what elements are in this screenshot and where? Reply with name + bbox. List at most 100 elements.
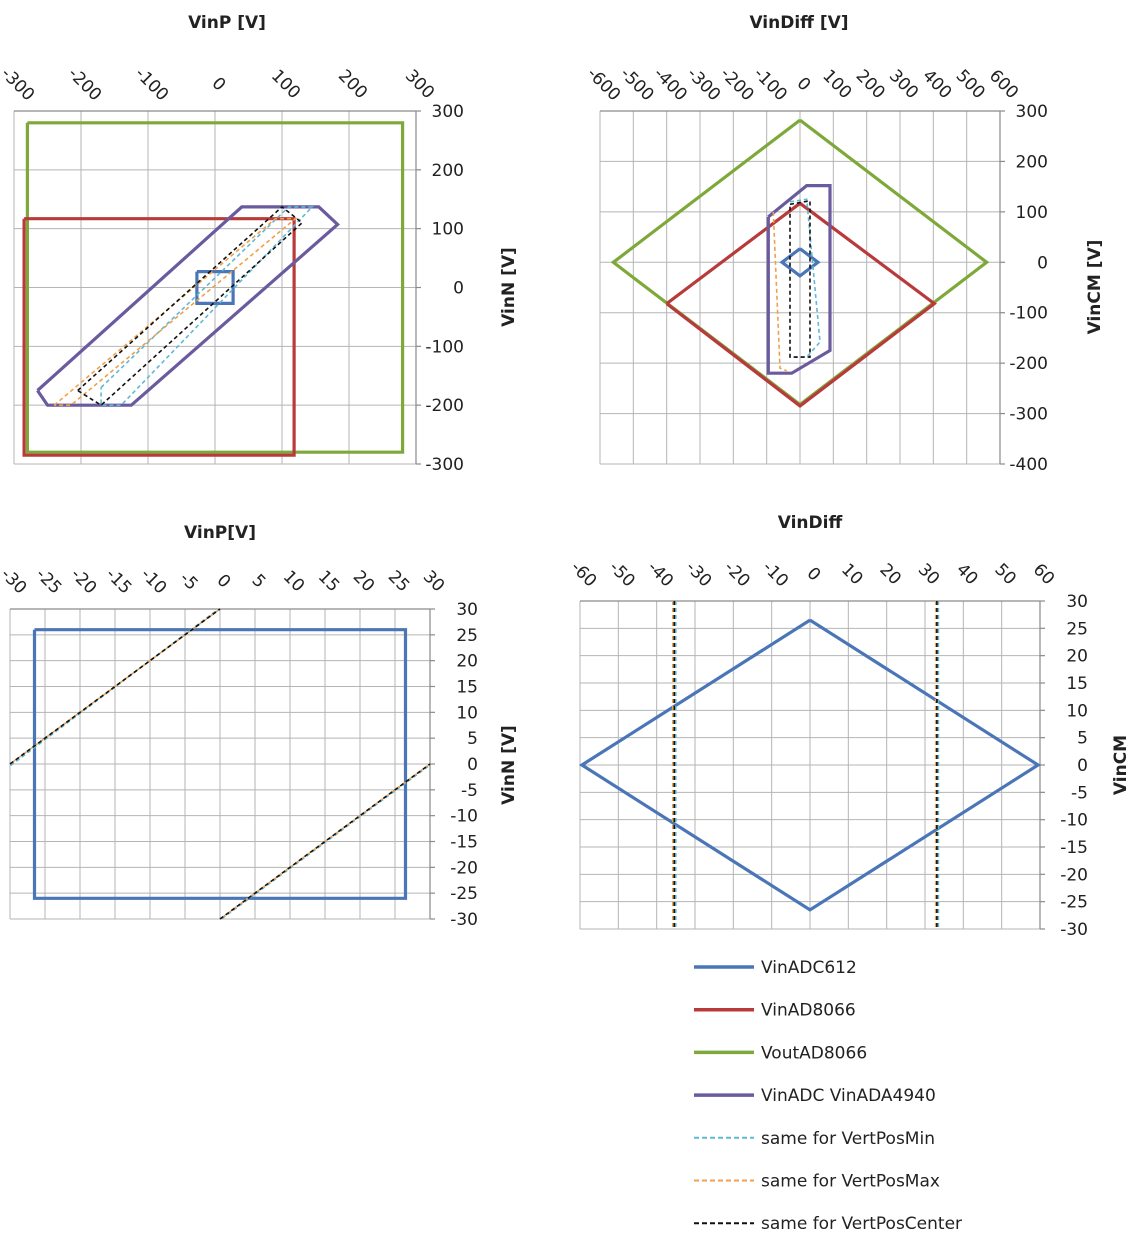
chart-title: VinDiff	[778, 513, 843, 533]
x-tick-label: -30	[682, 558, 716, 592]
chart-title: VinDiff [V]	[749, 13, 848, 33]
legend-label: VoutAD8066	[761, 1043, 867, 1063]
y-tick-label: 20	[1066, 647, 1088, 667]
x-tick-label: 25	[384, 567, 413, 596]
x-tick-label: 600	[985, 66, 1022, 103]
y-tick-label: 10	[456, 703, 478, 723]
x-tick-label: -20	[67, 565, 101, 599]
x-tick-label: 20	[875, 560, 904, 589]
y-tick-label: 0	[453, 279, 464, 299]
x-tick-label: 100	[818, 66, 855, 103]
x-tick-label: 20	[349, 567, 378, 596]
series-vinadc-vinada4940	[36, 205, 340, 407]
x-tick-label: 200	[334, 66, 371, 103]
x-tick-label: 100	[267, 66, 304, 103]
series-vertposcenter	[219, 763, 431, 920]
x-tick-label: 500	[952, 66, 989, 103]
series-vinadc612	[195, 270, 235, 305]
series-vinad8066	[22, 217, 296, 457]
y-tick-label: 300	[432, 102, 464, 122]
chart-3: VinP[V]-30 -25 -20 -15 -10 -5 0 5 10 15 20 25 30-30-…	[0, 523, 519, 930]
x-tick-label: -400	[649, 64, 690, 105]
y-axis-label: VinCM [V]	[1085, 240, 1105, 335]
x-tick-label: 40	[952, 560, 981, 589]
y-tick-label: 0	[1037, 253, 1048, 273]
x-tick-label: 60	[1029, 560, 1058, 589]
series-vinad8066	[665, 201, 937, 409]
x-tick-label: -100	[749, 64, 790, 105]
x-tick-label: -300	[0, 64, 38, 105]
y-tick-label: 300	[1016, 102, 1048, 122]
y-tick-label: -25	[1060, 893, 1088, 913]
gridlines	[13, 110, 417, 465]
y-tick-label: -300	[1009, 405, 1048, 425]
legend-label: same for VertPosCenter	[761, 1214, 962, 1234]
series-vertposmin	[100, 206, 315, 407]
y-tick-label: 100	[432, 220, 464, 240]
legend-label: same for VertPosMax	[761, 1172, 940, 1192]
y-tick-label: 5	[1077, 729, 1088, 749]
y-tick-label: 10	[1066, 701, 1088, 721]
x-tick-label: -15	[102, 565, 136, 599]
x-tick-label: -60	[567, 558, 601, 592]
y-tick-label: -30	[450, 910, 478, 930]
y-tick-label: 15	[1066, 674, 1088, 694]
legend-label: VinADC612	[761, 958, 857, 978]
x-tick-label: 0	[803, 564, 825, 586]
x-tick-label: -10	[758, 558, 792, 592]
y-axis-label: VinCM	[1111, 735, 1131, 795]
y-tick-label: -10	[1060, 811, 1088, 831]
chart-1: VinP [V] -300 -200 -100 0 100 200 300 -300 -200 -1…	[0, 13, 519, 475]
y-tick-label: -20	[1060, 865, 1088, 885]
y-tick-label: 30	[456, 600, 478, 620]
x-tick-label: -300	[683, 64, 724, 105]
y-tick-label: -400	[1009, 455, 1048, 475]
legend-label: VinAD8066	[761, 1001, 856, 1021]
x-tick-label: 5	[248, 571, 270, 593]
gridlines	[599, 110, 1001, 465]
legend-label: VinADC VinADA4940	[761, 1086, 936, 1106]
series-vinadc612	[32, 628, 408, 900]
series-vinadc612	[779, 247, 821, 278]
x-tick-label: 30	[419, 567, 448, 596]
y-tick-label: 15	[456, 678, 478, 698]
x-tick-label: -50	[605, 558, 639, 592]
x-tick-label: 200	[852, 66, 889, 103]
x-tick-label: 0	[793, 74, 815, 96]
x-tick-label: -10	[137, 565, 171, 599]
y-tick-label: 25	[456, 626, 478, 646]
legend: VinADC612 VinAD8066 VoutAD8066 VinADC VinAD…	[694, 958, 962, 1234]
x-tick-label: -30	[0, 565, 30, 599]
x-tick-label: -25	[32, 565, 66, 599]
y-tick-label: 200	[1016, 152, 1048, 172]
y-axis-label: VinN [V]	[499, 725, 519, 805]
x-tick-label: 15	[314, 567, 343, 596]
series-vertposcenter	[9, 608, 221, 765]
legend-label: same for VertPosMin	[761, 1129, 935, 1149]
x-tick-label: -600	[583, 64, 624, 105]
y-tick-label: -200	[1009, 354, 1048, 374]
y-tick-label: -100	[1009, 304, 1048, 324]
y-tick-label: -15	[450, 833, 478, 853]
y-tick-label: -100	[425, 337, 464, 357]
y-tick-label: -5	[461, 781, 478, 801]
gridlines	[9, 608, 431, 920]
x-tick-label: -500	[616, 64, 657, 105]
gridlines	[579, 600, 1041, 930]
y-tick-label: -5	[1071, 783, 1088, 803]
series-vinadc612	[578, 618, 1042, 912]
x-tick-label: 0	[213, 571, 235, 593]
x-tick-label: 400	[918, 66, 955, 103]
y-tick-label: -15	[1060, 838, 1088, 858]
y-tick-label: 30	[1066, 592, 1088, 612]
y-tick-label: -20	[450, 858, 478, 878]
x-tick-label: 300	[401, 66, 438, 103]
series-vertposcenter	[77, 205, 304, 407]
x-tick-label: 10	[837, 560, 866, 589]
y-axis-label: VinN [V]	[499, 247, 519, 327]
series-voutad8066	[25, 121, 405, 454]
y-tick-label: -300	[425, 455, 464, 475]
series-vertposcenter	[789, 199, 811, 358]
y-tick-label: -25	[450, 884, 478, 904]
x-tick-label: -200	[64, 64, 105, 105]
